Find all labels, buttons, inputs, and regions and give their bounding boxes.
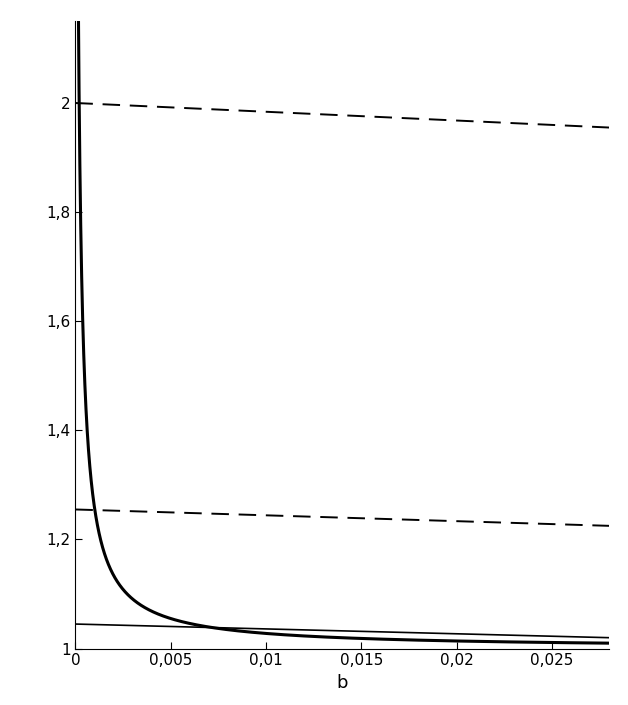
X-axis label: b: b (337, 674, 348, 692)
